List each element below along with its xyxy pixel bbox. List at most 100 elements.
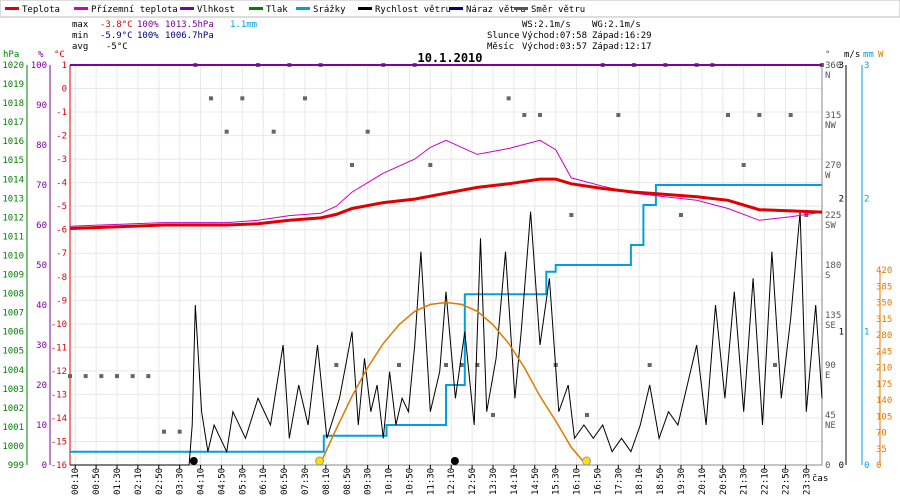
- wind-speed-line: [70, 211, 823, 466]
- rain-tick-label: 0: [864, 461, 869, 471]
- x-tick-label: 20:10: [698, 468, 708, 495]
- pressure-tick-label: 1007: [2, 309, 24, 319]
- humidity-tick-label: 70: [36, 181, 47, 191]
- direction-tick-label: 45 NE: [825, 411, 836, 431]
- x-tick-label: 03:30: [176, 468, 186, 495]
- x-tick-label: 05:30: [238, 468, 248, 495]
- temperature-tick-label: -10: [51, 320, 67, 330]
- x-tick-label: 11:30: [426, 468, 436, 495]
- x-tick-label: 14:10: [510, 468, 520, 495]
- sunrise-text: Východ:07:58: [522, 31, 587, 41]
- temperature-axis-unit: °C: [54, 50, 65, 60]
- radiation-tick-label: 385: [876, 282, 892, 292]
- legend-swatch: [296, 7, 310, 10]
- pressure-tick-label: 1006: [2, 328, 24, 338]
- stat-min-press: 1006.7hPa: [165, 31, 214, 41]
- pressure-tick-label: 1019: [2, 80, 24, 90]
- pressure-tick-label: 1002: [2, 404, 24, 414]
- rain-tick-label: 1: [864, 328, 869, 338]
- wind-direction-point: [444, 363, 448, 367]
- pressure-tick-label: 1012: [2, 213, 24, 223]
- x-tick-label: 00:50: [92, 468, 102, 495]
- direction-tick-label: 90 E: [825, 361, 836, 381]
- stat-max-hum: 100%: [137, 20, 159, 30]
- sunrise-marker: [315, 456, 325, 466]
- wind-direction-point: [741, 163, 746, 167]
- legend-label: Rychlost větru: [375, 5, 451, 15]
- astro-block: WS:2.1m/s WG:2.1m/s Slunce Východ:07:58 …: [487, 20, 652, 52]
- humidity-tick-label: 40: [36, 301, 47, 311]
- rain-tick-label: 3: [864, 61, 869, 71]
- pressure-tick-label: 1008: [2, 290, 24, 300]
- radiation-tick-label: 315: [876, 315, 892, 325]
- x-tick-label: 12:10: [447, 468, 457, 495]
- x-tick-label: 17:30: [614, 468, 624, 495]
- rain-line: [70, 184, 822, 453]
- sun-label: Slunce: [487, 31, 520, 41]
- temperature-tick-label: 1: [62, 61, 67, 71]
- pressure-tick-label: 1010: [2, 251, 24, 261]
- humidity-tick-label: 20: [36, 381, 47, 391]
- pressure-tick-label: 1017: [2, 118, 24, 128]
- wind-speed-axis-unit: m/s: [844, 50, 860, 60]
- pressure-tick-label: 1004: [2, 366, 24, 376]
- wind-direction-point: [146, 374, 151, 379]
- wind-direction-point: [506, 96, 511, 101]
- x-tick-label: 10:10: [385, 468, 395, 495]
- temperature-tick-label: -8: [56, 273, 67, 283]
- direction-axis-unit: °: [825, 50, 830, 60]
- x-tick-label: 14:50: [531, 468, 541, 495]
- humidity-tick-label: 100: [31, 61, 47, 71]
- x-tick-label: 10:50: [405, 468, 415, 495]
- x-tick-label: 12:50: [468, 468, 478, 495]
- temperature-tick-label: -13: [51, 390, 67, 400]
- legend-swatch: [514, 7, 528, 10]
- x-tick-label: 21:30: [740, 468, 750, 495]
- temperature-tick-label: 0: [62, 85, 67, 95]
- humidity-tick-label: 0: [42, 461, 47, 471]
- legend-swatch: [249, 7, 263, 10]
- radiation-tick-label: 0: [876, 461, 881, 471]
- legend-label: Teplota: [22, 5, 60, 15]
- wind-direction-point: [538, 113, 542, 117]
- humidity-tick-label: 80: [36, 141, 47, 151]
- temperature-tick-label: -14: [51, 414, 67, 424]
- wind-speed-tick-label: 3: [839, 61, 844, 71]
- stats-block: max -3.8°C 100% 1013.5hPa 1.1mm min -5.9…: [72, 20, 257, 52]
- humidity-tick-label: 90: [36, 101, 47, 111]
- temperature-tick-label: -12: [51, 367, 67, 377]
- wind-direction-point: [115, 374, 119, 379]
- x-tick-label: 06:50: [280, 468, 290, 495]
- pressure-tick-label: 1011: [2, 232, 24, 242]
- stat-avg-temp: -5°C: [106, 42, 128, 52]
- stat-max-label: max: [72, 20, 89, 30]
- wind-direction-point: [397, 363, 401, 367]
- wind-direction-point: [83, 374, 88, 379]
- wind-direction-point: [209, 96, 213, 101]
- temperature-line: [69, 177, 823, 230]
- moon-label: Měsíc: [487, 42, 514, 52]
- wind-direction-point: [647, 363, 652, 367]
- x-tick-label: 01:30: [113, 468, 123, 495]
- legend-label: Vlhkost: [197, 5, 235, 15]
- wind-direction-point: [475, 363, 480, 367]
- wind-direction-point: [177, 429, 182, 434]
- humidity-tick-label: 30: [36, 341, 47, 351]
- wind-direction-point: [99, 374, 104, 379]
- pressure-tick-label: 1005: [2, 347, 24, 357]
- temperature-tick-label: -1: [56, 108, 67, 118]
- direction-tick-label: 225 SW: [825, 211, 841, 231]
- wind-direction-point: [130, 374, 135, 379]
- wind-direction-point: [350, 163, 354, 167]
- pressure-tick-label: 1020: [2, 61, 24, 71]
- pressure-tick-label: 1016: [2, 137, 24, 147]
- legend-swatch: [180, 7, 194, 10]
- axes: hPa% °C1020101910181017101610151014101310…: [2, 50, 892, 471]
- direction-tick-label: 0: [825, 461, 830, 471]
- pressure-tick-label: 1000: [2, 442, 24, 452]
- wind-direction-point: [522, 113, 527, 117]
- humidity-axis-unit: %: [38, 50, 44, 60]
- pressure-tick-label: 1018: [2, 99, 24, 109]
- wind-direction-point: [365, 129, 370, 134]
- wind-direction-point: [162, 429, 166, 434]
